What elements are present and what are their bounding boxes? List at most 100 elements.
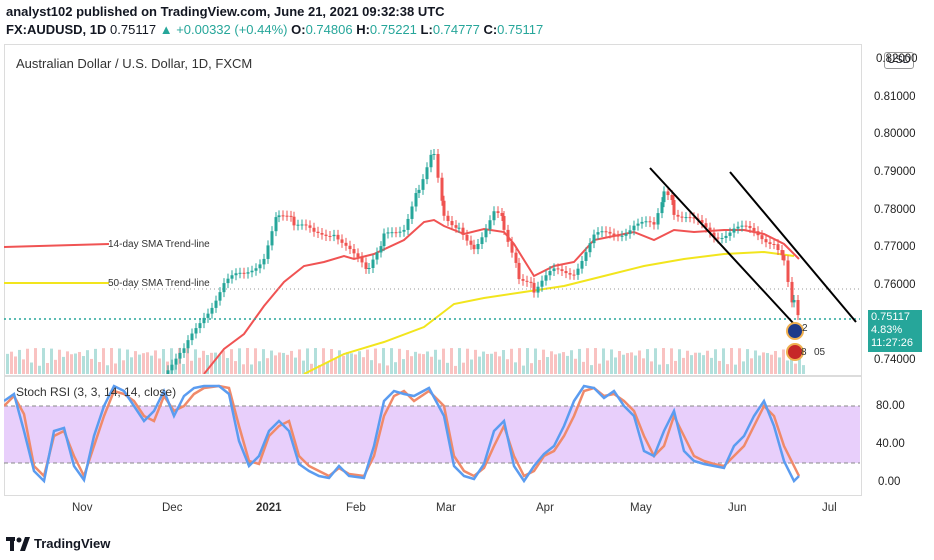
close-value: 0.75117 <box>497 22 544 37</box>
candle <box>266 245 270 259</box>
volume-bar <box>134 351 137 374</box>
volume-bar <box>538 359 541 374</box>
volume-bar <box>162 349 165 374</box>
volume-bar <box>378 363 381 374</box>
volume-bar <box>546 357 549 374</box>
stoch-rsi-svg[interactable] <box>4 376 860 494</box>
volume-bar <box>182 363 185 374</box>
candle <box>417 189 421 194</box>
candle <box>296 224 300 226</box>
candle <box>744 225 748 227</box>
volume-bar <box>250 364 253 374</box>
volume-bar <box>6 353 9 374</box>
candle <box>432 154 436 156</box>
candle <box>792 300 796 303</box>
candle <box>461 227 465 235</box>
candle <box>666 191 670 196</box>
candle <box>242 272 246 274</box>
candle <box>367 268 371 270</box>
time-tick: Nov <box>72 502 93 514</box>
event-marker-us[interactable] <box>786 343 804 361</box>
volume-bar <box>682 357 685 374</box>
candle <box>756 231 760 236</box>
candle <box>214 300 218 308</box>
volume-bar <box>734 364 737 374</box>
volume-bar <box>222 350 225 374</box>
volume-bar <box>34 348 37 374</box>
volume-bar <box>126 349 129 374</box>
candle <box>198 323 202 329</box>
candle <box>344 242 348 246</box>
symbol: FX:AUDUSD, 1D <box>6 22 107 37</box>
volume-bar <box>230 349 233 374</box>
candle <box>425 167 429 180</box>
volume-bar <box>314 348 317 374</box>
time-tick: Jul <box>822 502 837 514</box>
volume-bar <box>510 348 513 374</box>
currency-badge[interactable]: USD <box>884 52 914 69</box>
volume-bar <box>262 349 265 374</box>
candle <box>360 257 364 263</box>
candle <box>548 271 552 276</box>
candle <box>308 225 312 228</box>
volume-bar <box>142 353 145 374</box>
volume-bar <box>278 352 281 374</box>
candle <box>398 231 402 233</box>
volume-bar <box>190 360 193 374</box>
candle <box>620 235 624 237</box>
volume-bar <box>698 352 701 374</box>
volume-bar <box>798 348 801 374</box>
volume-bar <box>778 357 781 374</box>
candle <box>552 268 556 272</box>
volume-bar <box>82 356 85 374</box>
volume-bar <box>482 351 485 374</box>
candle <box>274 217 278 232</box>
candle <box>277 215 281 218</box>
last-price: 0.75117 <box>110 22 157 37</box>
volume-bar <box>26 348 29 374</box>
candle <box>450 221 454 226</box>
volume-bar <box>294 357 297 374</box>
volume-bar <box>22 359 25 374</box>
volume-bar <box>442 348 445 374</box>
volume-bar <box>46 362 49 374</box>
candle <box>316 231 320 233</box>
volume-bar <box>726 364 729 374</box>
volume-bar <box>422 354 425 374</box>
candle <box>210 307 214 314</box>
volume-bar <box>446 362 449 374</box>
candle <box>608 231 612 234</box>
price-tick: 0.82000 <box>876 53 918 65</box>
volume-bar <box>658 364 661 374</box>
volume-bar <box>562 352 565 374</box>
candle <box>402 229 406 232</box>
candle <box>676 214 680 217</box>
candle <box>648 221 652 223</box>
main-chart-panel[interactable] <box>4 44 862 376</box>
volume-bar <box>626 353 629 374</box>
event-marker-au[interactable] <box>786 322 804 340</box>
low-value: 0.74777 <box>432 22 480 37</box>
rsi-tick: 40.00 <box>876 438 905 450</box>
main-chart-svg[interactable] <box>4 44 860 374</box>
candle <box>222 283 226 293</box>
volume-bar <box>238 348 241 374</box>
candle <box>704 223 708 228</box>
price-tick: 0.78000 <box>874 204 916 216</box>
candle <box>796 300 800 316</box>
volume-bar <box>486 353 489 374</box>
volume-bar <box>786 360 789 374</box>
candle <box>684 217 688 219</box>
price-tick: 0.76000 <box>874 279 916 291</box>
volume-bar <box>390 348 393 374</box>
volume-bar <box>66 351 69 374</box>
volume-bar <box>522 365 525 374</box>
volume-bar <box>114 363 117 374</box>
volume-bar <box>78 351 81 374</box>
candle <box>170 364 174 371</box>
volume-bar <box>514 362 517 374</box>
candle <box>564 271 568 274</box>
sma50-line <box>303 250 795 374</box>
footer-brand[interactable]: TradingView <box>6 536 110 551</box>
volume-bar <box>466 348 469 374</box>
